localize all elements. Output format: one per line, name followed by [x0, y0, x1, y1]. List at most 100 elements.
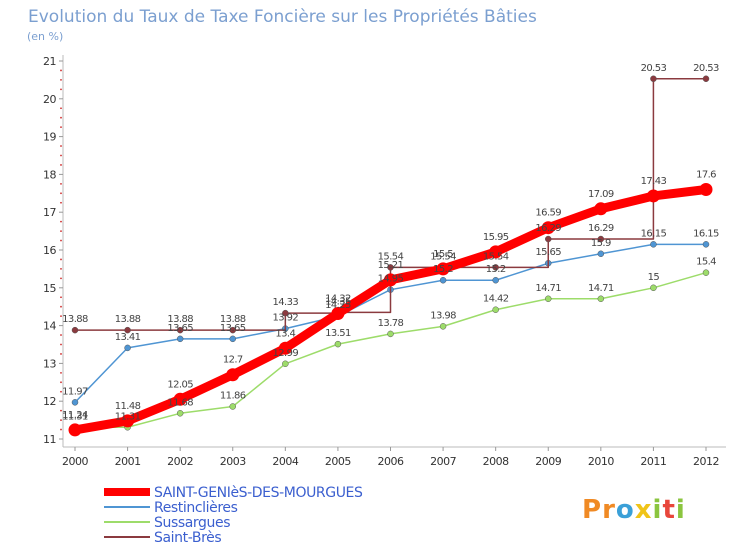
logo-letter: x — [635, 495, 653, 525]
data-label: 15 — [648, 272, 660, 283]
y-minor-tick — [60, 69, 62, 72]
data-label: 17.43 — [641, 176, 667, 187]
y-minor-tick — [60, 371, 62, 374]
data-label: 15.54 — [430, 251, 456, 262]
data-label: 15.54 — [378, 251, 404, 262]
y-minor-tick — [60, 268, 62, 270]
series-layer — [68, 75, 713, 437]
data-point — [176, 326, 184, 334]
data-point — [492, 264, 499, 271]
data-label: 16.29 — [588, 223, 614, 234]
y-minor-tick — [60, 353, 62, 355]
x-tick-label: 2001 — [115, 455, 141, 468]
data-point — [176, 410, 184, 417]
y-minor-tick — [60, 164, 62, 166]
data-label: 15.5 — [433, 249, 453, 260]
logo-letter: i — [653, 495, 663, 525]
y-tick-label: 18 — [43, 168, 56, 181]
y-minor-tick — [60, 409, 62, 412]
data-point — [226, 368, 240, 382]
data-point — [545, 235, 552, 243]
y-minor-tick — [60, 145, 62, 147]
x-tick-label: 2010 — [588, 455, 614, 468]
axes: 11 12 13 14 15 16 17 18 19 20 21 2000 2001 2002 2003 20… — [43, 55, 726, 468]
y-minor-tick — [60, 277, 62, 280]
y-tick-label: 14 — [43, 320, 56, 333]
data-point — [229, 326, 236, 334]
data-label: 11.68 — [167, 397, 193, 408]
data-label: 15.95 — [483, 232, 509, 243]
y-minor-tick — [60, 126, 62, 129]
logo-letter: o — [616, 495, 635, 525]
data-point — [282, 309, 289, 317]
data-label: 13.78 — [378, 318, 404, 329]
data-point — [597, 295, 605, 303]
y-minor-tick — [60, 296, 62, 299]
y-minor-tick — [60, 305, 62, 308]
data-label: 14.95 — [378, 274, 404, 285]
y-minor-tick — [60, 258, 62, 261]
data-label: 12.7 — [223, 355, 243, 366]
data-label: 13.98 — [430, 310, 456, 321]
data-point — [387, 330, 394, 338]
data-label: 16.29 — [535, 223, 561, 234]
data-point — [229, 335, 236, 343]
data-label: 13.41 — [115, 332, 141, 343]
data-label: 11.24 — [62, 410, 88, 421]
data-label: 17.09 — [588, 189, 614, 200]
data-point — [387, 264, 394, 271]
data-label: 15.4 — [696, 257, 716, 268]
data-point — [384, 273, 397, 287]
data-label: 15.9 — [591, 238, 611, 249]
y-minor-tick — [60, 419, 62, 421]
data-point — [331, 307, 345, 321]
data-point — [71, 399, 79, 406]
data-label: 14.33 — [273, 297, 299, 308]
y-minor-tick — [60, 201, 62, 204]
data-label: 15.54 — [483, 251, 509, 262]
legend-label: Saint-Brès — [154, 530, 221, 546]
y-tick-label: 16 — [43, 244, 56, 257]
data-label-layer: 11.31 11.31 11.68 11.86 12.99 13.51 13.78 13.98… — [62, 63, 719, 423]
data-label: 11.86 — [220, 390, 246, 401]
proxiti-logo-text: Proxiti — [582, 495, 686, 525]
y-tick-label: 13 — [43, 357, 56, 370]
data-point — [541, 221, 555, 235]
data-label: 13.51 — [325, 328, 351, 339]
data-label: 11.48 — [115, 401, 141, 412]
legend-label: Sussargues — [154, 515, 230, 531]
chart-title: Evolution du Taux de Taxe Foncière sur l… — [28, 7, 537, 27]
data-point — [439, 276, 447, 284]
data-label: 11.31 — [62, 411, 88, 422]
data-point — [702, 241, 710, 248]
y-minor-tick — [60, 343, 62, 346]
data-label: 14.42 — [483, 294, 509, 305]
y-tick-label: 17 — [43, 206, 56, 219]
data-point — [702, 269, 710, 276]
data-label: 15.2 — [486, 264, 506, 275]
data-point — [597, 235, 605, 243]
x-tick-label: 2012 — [693, 455, 719, 468]
y-minor-tick — [60, 239, 62, 242]
data-label: 15.65 — [535, 247, 561, 258]
data-label: 14.71 — [535, 283, 561, 294]
x-tick-label: 2005 — [325, 455, 351, 468]
data-label: 13.65 — [220, 323, 246, 334]
y-tick-label: 20 — [43, 93, 56, 106]
y-minor-tick — [60, 182, 62, 185]
x-tick-label: 2011 — [640, 455, 666, 468]
data-label: 14.71 — [588, 283, 614, 294]
proxiti-logo: Proxiti — [582, 495, 686, 525]
data-label: 20.53 — [693, 63, 719, 74]
y-minor-tick — [60, 116, 62, 119]
legend-label: Restinclières — [154, 500, 238, 516]
data-point — [646, 189, 660, 203]
x-tick-label: 2006 — [378, 455, 404, 468]
legend-label: SAINT-GENIèS-DES-MOURGUES — [154, 485, 363, 501]
data-point — [594, 202, 608, 216]
y-minor-tick — [60, 220, 62, 223]
y-minor-tick — [60, 381, 62, 384]
data-point — [492, 276, 499, 284]
